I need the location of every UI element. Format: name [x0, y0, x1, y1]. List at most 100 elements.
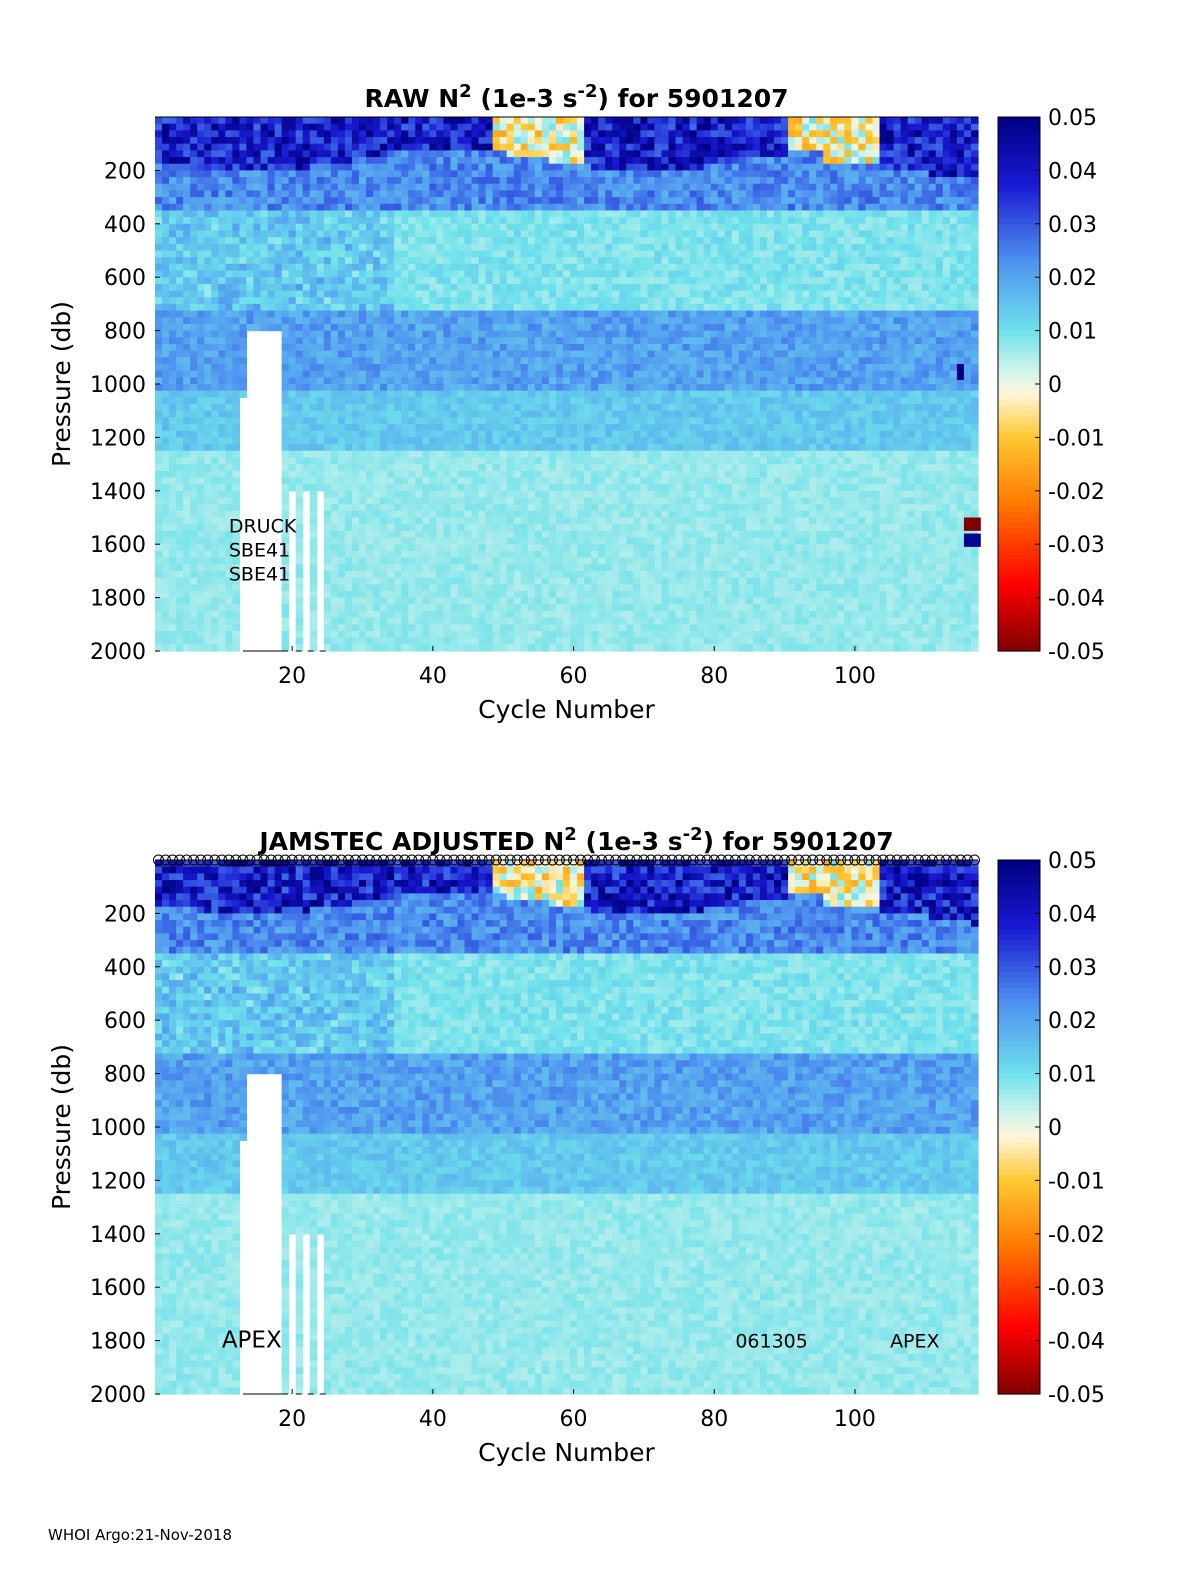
- heatmap-cell: [366, 544, 374, 551]
- heatmap-cell: [289, 224, 297, 231]
- heatmap-cell: [268, 324, 276, 331]
- heatmap-cell: [373, 437, 381, 444]
- heatmap-cell: [380, 524, 388, 531]
- heatmap-cell: [331, 391, 339, 398]
- heatmap-cell: [359, 578, 367, 585]
- heatmap-cell: [197, 578, 205, 585]
- heatmap-cell: [352, 297, 360, 304]
- heatmap-cell: [162, 257, 170, 264]
- heatmap-cell: [408, 230, 416, 237]
- heatmap-cell: [155, 584, 163, 591]
- heatmap-cell: [197, 311, 205, 318]
- heatmap-cell: [176, 357, 184, 364]
- heatmap-cell: [225, 477, 233, 484]
- heatmap-cell: [303, 457, 311, 464]
- heatmap-cell: [345, 137, 353, 144]
- heatmap-cell: [296, 411, 304, 418]
- heatmap-cell: [183, 518, 191, 525]
- heatmap-cell: [197, 391, 205, 398]
- heatmap-cell: [183, 377, 191, 384]
- heatmap-cell: [211, 411, 219, 418]
- heatmap-cell: [303, 337, 311, 344]
- heatmap-cell: [169, 437, 177, 444]
- heatmap-cell: [211, 244, 219, 251]
- heatmap-cell: [296, 244, 304, 251]
- heatmap-cell: [310, 137, 318, 144]
- heatmap-cell: [359, 404, 367, 411]
- heatmap-cell: [190, 150, 198, 157]
- heatmap-cell: [331, 511, 339, 518]
- heatmap-cell: [218, 504, 226, 511]
- heatmap-cell: [310, 251, 318, 258]
- heatmap-cell: [197, 124, 205, 131]
- heatmap-cell: [296, 624, 304, 631]
- heatmap-cell: [359, 464, 367, 471]
- heatmap-cell: [303, 264, 311, 271]
- heatmap-cell: [169, 344, 177, 351]
- heatmap-cell: [345, 558, 353, 565]
- heatmap-cell: [387, 491, 395, 498]
- heatmap-cell: [289, 197, 297, 204]
- heatmap-cell: [225, 624, 233, 631]
- heatmap-cell: [310, 464, 318, 471]
- heatmap-cell: [268, 144, 276, 151]
- heatmap-cell: [415, 484, 423, 491]
- heatmap-cell: [338, 130, 346, 137]
- heatmap-cell: [415, 404, 423, 411]
- heatmap-cell: [317, 351, 325, 358]
- heatmap-cell: [373, 337, 381, 344]
- heatmap-cell: [253, 271, 261, 278]
- heatmap-cell: [204, 391, 212, 398]
- heatmap-cell: [352, 444, 360, 451]
- heatmap-cell: [218, 297, 226, 304]
- heatmap-cell: [366, 598, 374, 605]
- heatmap-cell: [197, 204, 205, 211]
- heatmap-cell: [380, 564, 388, 571]
- heatmap-cell: [204, 137, 212, 144]
- heatmap-cell: [155, 130, 163, 137]
- heatmap-cell: [232, 137, 240, 144]
- heatmap-cell: [310, 337, 318, 344]
- heatmap-cell: [366, 624, 374, 631]
- heatmap-cell: [310, 144, 318, 151]
- heatmap-cell: [211, 544, 219, 551]
- heatmap-cell: [225, 431, 233, 438]
- heatmap-cell: [317, 417, 325, 424]
- heatmap-cell: [415, 357, 423, 364]
- heatmap-cell: [239, 170, 247, 177]
- heatmap-cell: [197, 618, 205, 625]
- heatmap-cell: [183, 277, 191, 284]
- heatmap-cell: [331, 591, 339, 598]
- heatmap-cell: [162, 224, 170, 231]
- heatmap-cell: [183, 524, 191, 531]
- heatmap-cell: [197, 551, 205, 558]
- heatmap-cell: [183, 531, 191, 538]
- heatmap-cell: [162, 457, 170, 464]
- heatmap-cell: [359, 197, 367, 204]
- heatmap-cell: [415, 364, 423, 371]
- heatmap-cell: [268, 224, 276, 231]
- heatmap-cell: [303, 437, 311, 444]
- heatmap-cell: [331, 184, 339, 191]
- heatmap-cell: [225, 144, 233, 151]
- heatmap-cell: [331, 351, 339, 358]
- heatmap-cell: [310, 384, 318, 391]
- heatmap-cell: [169, 524, 177, 531]
- heatmap-cell: [317, 324, 325, 331]
- heatmap-cell: [408, 217, 416, 224]
- heatmap-cell: [190, 284, 198, 291]
- heatmap-cell: [239, 311, 247, 318]
- heatmap-cell: [331, 204, 339, 211]
- heatmap-cell: [190, 437, 198, 444]
- heatmap-cell: [190, 604, 198, 611]
- heatmap-cell: [204, 257, 212, 264]
- heatmap-cell: [345, 471, 353, 478]
- heatmap-cell: [401, 444, 409, 451]
- heatmap-cell: [169, 204, 177, 211]
- heatmap-cell: [352, 190, 360, 197]
- heatmap-cell: [225, 404, 233, 411]
- heatmap-cell: [183, 190, 191, 197]
- heatmap-cell: [359, 344, 367, 351]
- heatmap-cell: [310, 230, 318, 237]
- heatmap-cell: [246, 184, 254, 191]
